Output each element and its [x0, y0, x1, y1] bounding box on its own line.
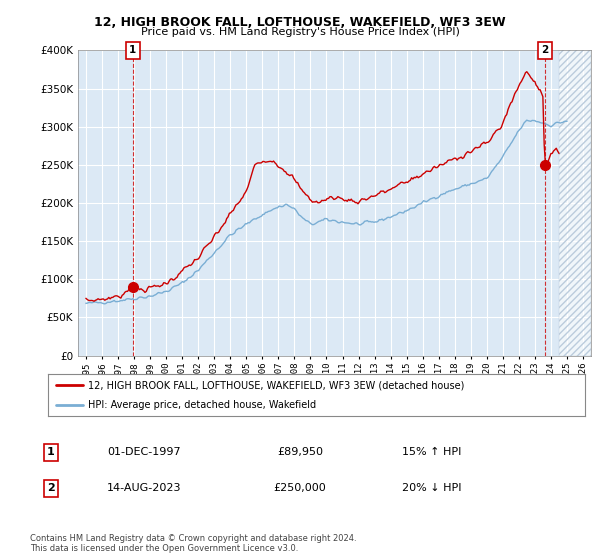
- Text: 12, HIGH BROOK FALL, LOFTHOUSE, WAKEFIELD, WF3 3EW (detached house): 12, HIGH BROOK FALL, LOFTHOUSE, WAKEFIEL…: [88, 380, 464, 390]
- Text: £250,000: £250,000: [274, 483, 326, 493]
- Text: 14-AUG-2023: 14-AUG-2023: [107, 483, 181, 493]
- Text: 01-DEC-1997: 01-DEC-1997: [107, 447, 181, 458]
- Text: 12, HIGH BROOK FALL, LOFTHOUSE, WAKEFIELD, WF3 3EW: 12, HIGH BROOK FALL, LOFTHOUSE, WAKEFIEL…: [94, 16, 506, 29]
- Text: 15% ↑ HPI: 15% ↑ HPI: [403, 447, 461, 458]
- Text: 1: 1: [129, 45, 136, 55]
- Text: Contains HM Land Registry data © Crown copyright and database right 2024.
This d: Contains HM Land Registry data © Crown c…: [30, 534, 356, 553]
- Text: HPI: Average price, detached house, Wakefield: HPI: Average price, detached house, Wake…: [88, 400, 316, 410]
- Text: 2: 2: [47, 483, 55, 493]
- Text: 20% ↓ HPI: 20% ↓ HPI: [402, 483, 462, 493]
- Text: 2: 2: [541, 45, 548, 55]
- Text: Price paid vs. HM Land Registry's House Price Index (HPI): Price paid vs. HM Land Registry's House …: [140, 27, 460, 38]
- Text: £89,950: £89,950: [277, 447, 323, 458]
- Text: 1: 1: [47, 447, 55, 458]
- Bar: [559, 50, 591, 356]
